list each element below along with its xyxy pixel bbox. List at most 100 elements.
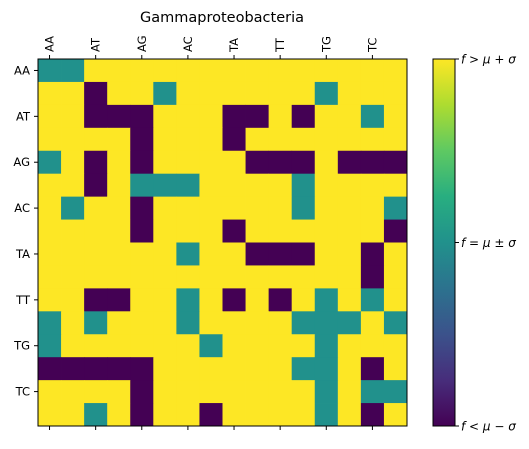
- heatmap-cell: [107, 357, 131, 381]
- heatmap-cell: [130, 357, 154, 381]
- heatmap-cell: [314, 265, 339, 289]
- heatmap-cell: [360, 127, 385, 152]
- heatmap-cell: [84, 288, 108, 312]
- heatmap-cell: [130, 104, 154, 129]
- heatmap-cell: [337, 334, 362, 358]
- heatmap-cell: [314, 357, 339, 381]
- heatmap-cell: [176, 357, 200, 381]
- heatmap-cell: [199, 127, 223, 152]
- heatmap-cell: [222, 127, 246, 152]
- heatmap-cell: [84, 59, 108, 83]
- heatmap-cell: [383, 59, 408, 83]
- heatmap-cell: [84, 380, 108, 404]
- heatmap-cell: [38, 59, 62, 83]
- heatmap-cell: [38, 242, 62, 266]
- colorbar: [432, 58, 456, 427]
- heatmap-cell: [314, 150, 339, 175]
- heatmap-cell: [314, 242, 339, 266]
- heatmap-cell: [130, 403, 154, 427]
- heatmap-cell: [268, 59, 293, 83]
- heatmap-cell: [61, 150, 85, 175]
- heatmap-cell: [130, 196, 154, 220]
- heatmap-cell: [291, 357, 316, 381]
- heatmap-cell: [107, 219, 131, 243]
- heatmap-cell: [61, 242, 85, 266]
- heatmap-cell: [130, 219, 154, 243]
- chart-title: Gammaproteobacteria: [140, 10, 304, 26]
- heatmap-cell: [291, 196, 316, 220]
- heatmap-cell: [176, 334, 200, 358]
- heatmap-cell: [314, 334, 339, 358]
- heatmap-cell: [107, 334, 131, 358]
- heatmap-cells: [38, 59, 408, 427]
- heatmap-cell: [337, 127, 362, 152]
- heatmap-cell: [199, 242, 223, 266]
- heatmap-cell: [222, 403, 246, 427]
- heatmap-cell: [291, 150, 316, 175]
- heatmap-cell: [222, 357, 246, 381]
- x-tick-label: TA: [227, 38, 241, 53]
- heatmap-cell: [199, 104, 223, 129]
- heatmap-cell: [314, 403, 339, 427]
- heatmap-cell: [84, 219, 108, 243]
- heatmap-cell: [130, 265, 154, 289]
- heatmap-cell: [38, 173, 62, 198]
- heatmap-cell: [199, 265, 223, 289]
- heatmap-cell: [245, 127, 270, 152]
- heatmap-cell: [199, 334, 223, 358]
- heatmap-cell: [176, 127, 200, 152]
- heatmap-cell: [38, 403, 62, 427]
- heatmap-cell: [291, 380, 316, 404]
- heatmap-cell: [107, 311, 131, 335]
- heatmap-cell: [38, 288, 62, 312]
- heatmap-cell: [61, 59, 85, 83]
- heatmap-cell: [153, 357, 177, 381]
- x-tick-label: TG: [319, 36, 333, 53]
- heatmap-cell: [360, 219, 385, 243]
- heatmap-cell: [360, 265, 385, 289]
- colorbar-ticks: f > μ + σ f = μ ± σ f < μ − σ: [455, 53, 516, 434]
- heatmap-cell: [360, 357, 385, 381]
- y-tick-label: AA: [14, 63, 30, 77]
- heatmap-cell: [84, 81, 108, 106]
- heatmap-cell: [61, 127, 85, 152]
- heatmap-cell: [61, 265, 85, 289]
- heatmap-cell: [268, 104, 293, 129]
- heatmap-cell: [337, 403, 362, 427]
- heatmap-cell: [337, 288, 362, 312]
- heatmap-cell: [199, 288, 223, 312]
- heatmap-cell: [38, 150, 62, 175]
- heatmap-cell: [130, 59, 154, 83]
- heatmap-cell: [245, 59, 270, 83]
- heatmap-cell: [199, 380, 223, 404]
- heatmap-cell: [84, 334, 108, 358]
- x-tick-label: TC: [365, 38, 379, 53]
- heatmap-cell: [291, 334, 316, 358]
- heatmap-cell: [107, 242, 131, 266]
- colorbar-tick-label: f > μ + σ: [461, 53, 516, 67]
- heatmap-cell: [383, 173, 408, 198]
- heatmap-cell: [107, 196, 131, 220]
- x-tick-label: AC: [181, 36, 195, 52]
- heatmap-cell: [383, 242, 408, 266]
- heatmap-cell: [222, 150, 246, 175]
- heatmap-cell: [268, 357, 293, 381]
- heatmap-cell: [360, 380, 385, 404]
- heatmap-cell: [107, 288, 131, 312]
- y-axis-ticks: AA AT AG AC TA TT TG TC: [13, 63, 38, 399]
- heatmap-cell: [222, 104, 246, 129]
- heatmap-cell: [314, 380, 339, 404]
- heatmap-cell: [245, 403, 270, 427]
- y-tick-label: AC: [14, 201, 30, 215]
- heatmap-cell: [38, 219, 62, 243]
- y-tick-label: AG: [13, 155, 30, 169]
- heatmap-cell: [38, 334, 62, 358]
- heatmap-cell: [130, 173, 154, 198]
- heatmap-cell: [383, 288, 408, 312]
- heatmap-cell: [291, 242, 316, 266]
- heatmap-cell: [153, 104, 177, 129]
- heatmap-cell: [130, 380, 154, 404]
- heatmap-cell: [130, 311, 154, 335]
- heatmap-cell: [222, 380, 246, 404]
- heatmap-cell: [268, 81, 293, 106]
